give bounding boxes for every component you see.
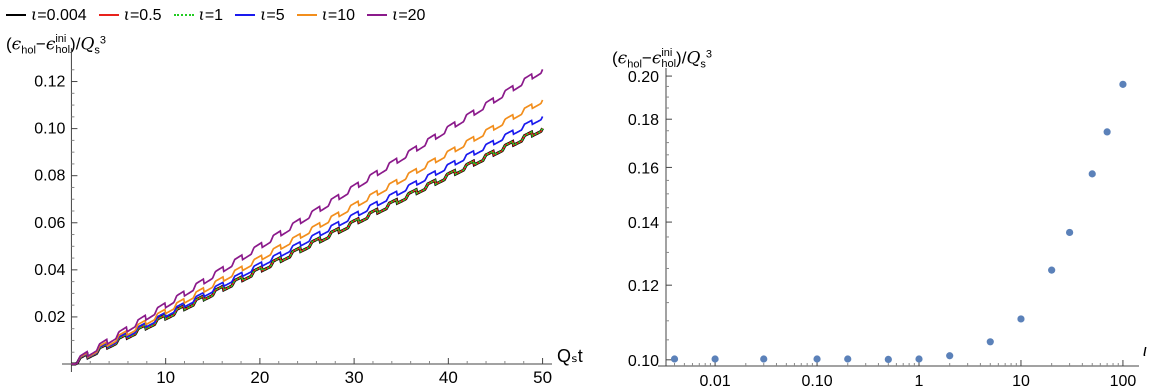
right-y-tick-label: 0.10 — [628, 353, 659, 370]
ylabel-part: − — [35, 34, 46, 54]
legend-label: ι=10 — [321, 5, 356, 24]
right-y-tick-label: 0.20 — [628, 69, 659, 86]
right-y-tick-label: 0.18 — [628, 112, 659, 129]
scatter-point — [1048, 266, 1056, 274]
left-y-tick-label: 0.08 — [34, 168, 65, 185]
scatter-point — [1066, 228, 1074, 237]
right-x-tick-label: 0.01 — [700, 373, 731, 390]
left-y-tick-label: 0.02 — [34, 309, 65, 326]
left-x-axis-label: Qₛt — [557, 346, 583, 366]
ylabel-part: Q — [686, 48, 701, 69]
ylabel-part: ϵ — [617, 48, 628, 69]
legend-label: ι=5 — [260, 5, 285, 24]
scatter-point — [915, 355, 923, 363]
ylabel-sup: ini — [661, 47, 673, 59]
ylabel-sup: ini — [55, 33, 67, 45]
legend-label: ι=1 — [198, 5, 224, 24]
ylabel-sub: hol — [661, 58, 677, 70]
ylabel-part: hol — [21, 44, 36, 57]
right-x-tick-label: 0.10 — [801, 373, 832, 390]
ylabel-part: 3 — [99, 34, 106, 47]
legend-swatch — [173, 14, 194, 16]
scatter-point — [986, 338, 994, 346]
right-y-tick-label: 0.12 — [628, 278, 659, 295]
legend-label: ι=0.5 — [123, 5, 162, 24]
ylabel-part: Q — [80, 34, 95, 55]
scatter-point — [884, 355, 892, 363]
left-y-axis-label: (ϵhol−ϵ ini hol)/Qs3 — [6, 33, 106, 57]
series-line — [71, 127, 544, 365]
scatter-point — [1119, 80, 1127, 88]
ylabel-part: ( — [6, 34, 12, 54]
left-y-tick-label: 0.10 — [34, 121, 65, 138]
ylabel-part: )/ — [70, 34, 81, 54]
scatter-point — [1103, 128, 1111, 136]
left-y-tick-label: 0.12 — [34, 74, 65, 91]
legend-swatch — [367, 14, 388, 16]
legend-swatch — [98, 14, 119, 16]
ylabel-part: 3 — [705, 48, 712, 61]
left-x-tick-label: 30 — [345, 368, 364, 387]
ylabel-part: )/ — [676, 48, 687, 68]
series-line — [71, 69, 544, 365]
legend-item: ι=10 — [296, 5, 356, 25]
right-x-tick-label: 100 — [1110, 373, 1137, 390]
ylabel-part: s — [94, 44, 100, 57]
ylabel-part: ( — [612, 48, 618, 68]
ylabel-sub: hol — [55, 44, 71, 56]
legend-swatch — [6, 14, 26, 16]
right-y-tick-label: 0.14 — [628, 215, 659, 232]
legend-item: ι=0.5 — [98, 5, 162, 25]
left-x-tick-label: 40 — [439, 368, 458, 387]
right-y-tick-label: 0.16 — [628, 160, 659, 177]
left-y-tick-label: 0.04 — [34, 262, 65, 279]
scatter-point — [670, 355, 679, 363]
series-line — [71, 127, 544, 366]
left-x-tick-label: 20 — [250, 368, 269, 387]
legend-item: ι=20 — [367, 5, 425, 25]
right-y-axis-label: (ϵhol−ϵ ini hol)/Qs3 — [612, 47, 712, 71]
right-x-axis-label: ι — [1143, 341, 1147, 360]
scatter-point — [711, 355, 719, 363]
ylabel-part: ϵ — [45, 34, 56, 55]
right-x-tick-label: 10 — [1012, 373, 1030, 390]
ylabel-part: hol — [627, 58, 642, 71]
scatter-point — [1017, 315, 1025, 323]
ylabel-part: s — [700, 58, 706, 71]
legend-label: ι=20 — [392, 5, 426, 24]
ylabel-part: − — [641, 48, 652, 68]
left-y-tick-label: 0.06 — [34, 215, 65, 232]
scatter-point — [946, 352, 954, 360]
scatter-point — [813, 355, 821, 363]
series-line — [71, 99, 544, 365]
left-x-tick-label: 50 — [533, 368, 552, 387]
legend-swatch — [235, 14, 256, 16]
series-line — [71, 127, 544, 365]
legend-swatch — [296, 14, 317, 16]
legend-item: ι=0.004 — [6, 5, 87, 25]
legend-item: ι=5 — [235, 5, 285, 25]
ylabel-part: ϵ — [11, 34, 22, 55]
scatter-point — [844, 355, 852, 363]
ylabel-part: ϵ — [651, 48, 662, 69]
scatter-point — [1088, 170, 1096, 178]
right-x-tick-label: 1 — [915, 373, 924, 390]
legend-item: ι=1 — [173, 5, 224, 25]
series-line — [71, 116, 544, 365]
legend: ι=0.004 ι=0.5 ι=1 ι=5 ι=10 ι=20 — [6, 4, 437, 26]
left-x-tick-label: 10 — [156, 368, 175, 387]
scatter-point — [760, 355, 768, 363]
legend-label: ι=0.004 — [31, 5, 87, 24]
